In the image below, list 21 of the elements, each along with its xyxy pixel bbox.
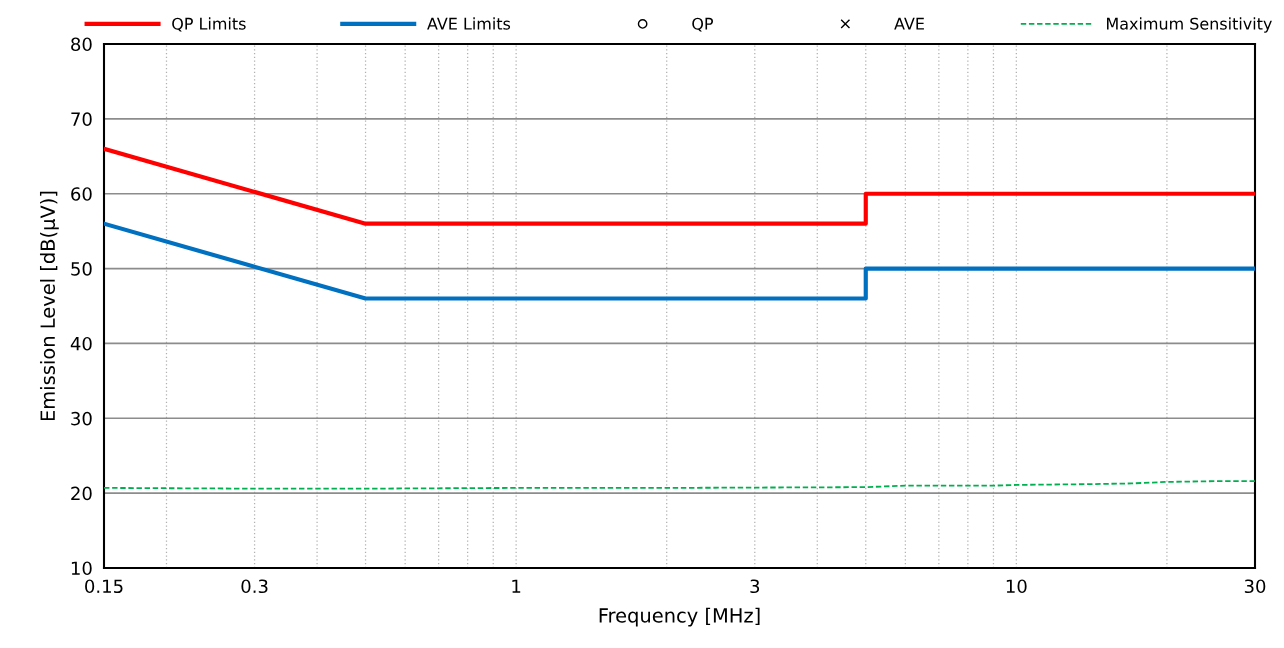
legend-label: QP xyxy=(692,17,714,32)
x-axis-title: Frequency [MHz] xyxy=(599,607,760,627)
y-tick-label: 20 xyxy=(71,486,92,501)
x-tick-label: 3 xyxy=(750,579,760,594)
x-tick-label: 10 xyxy=(1006,579,1027,594)
legend-label: AVE xyxy=(894,17,924,30)
y-tick-label: 10 xyxy=(71,561,92,576)
y-tick-label: 70 xyxy=(71,112,92,126)
y-tick-label: 80 xyxy=(71,37,92,52)
y-tick-label: 40 xyxy=(70,336,92,351)
legend-label: QP Limits xyxy=(172,17,246,32)
legend-label: AVE Limits xyxy=(427,17,511,30)
x-tick-label: 0.15 xyxy=(85,579,123,594)
legend-label: Maximum Sensitivity xyxy=(1107,17,1272,33)
y-tick-label: 60 xyxy=(71,187,92,201)
y-tick-label: 50 xyxy=(71,262,92,276)
x-tick-label: 30 xyxy=(1244,579,1266,594)
x-tick-label: 0.3 xyxy=(241,579,268,594)
x-tick-label: 1 xyxy=(512,579,521,593)
y-tick-label: 30 xyxy=(71,411,92,426)
y-axis-title: Emission Level [dB(µV)] xyxy=(39,191,59,421)
